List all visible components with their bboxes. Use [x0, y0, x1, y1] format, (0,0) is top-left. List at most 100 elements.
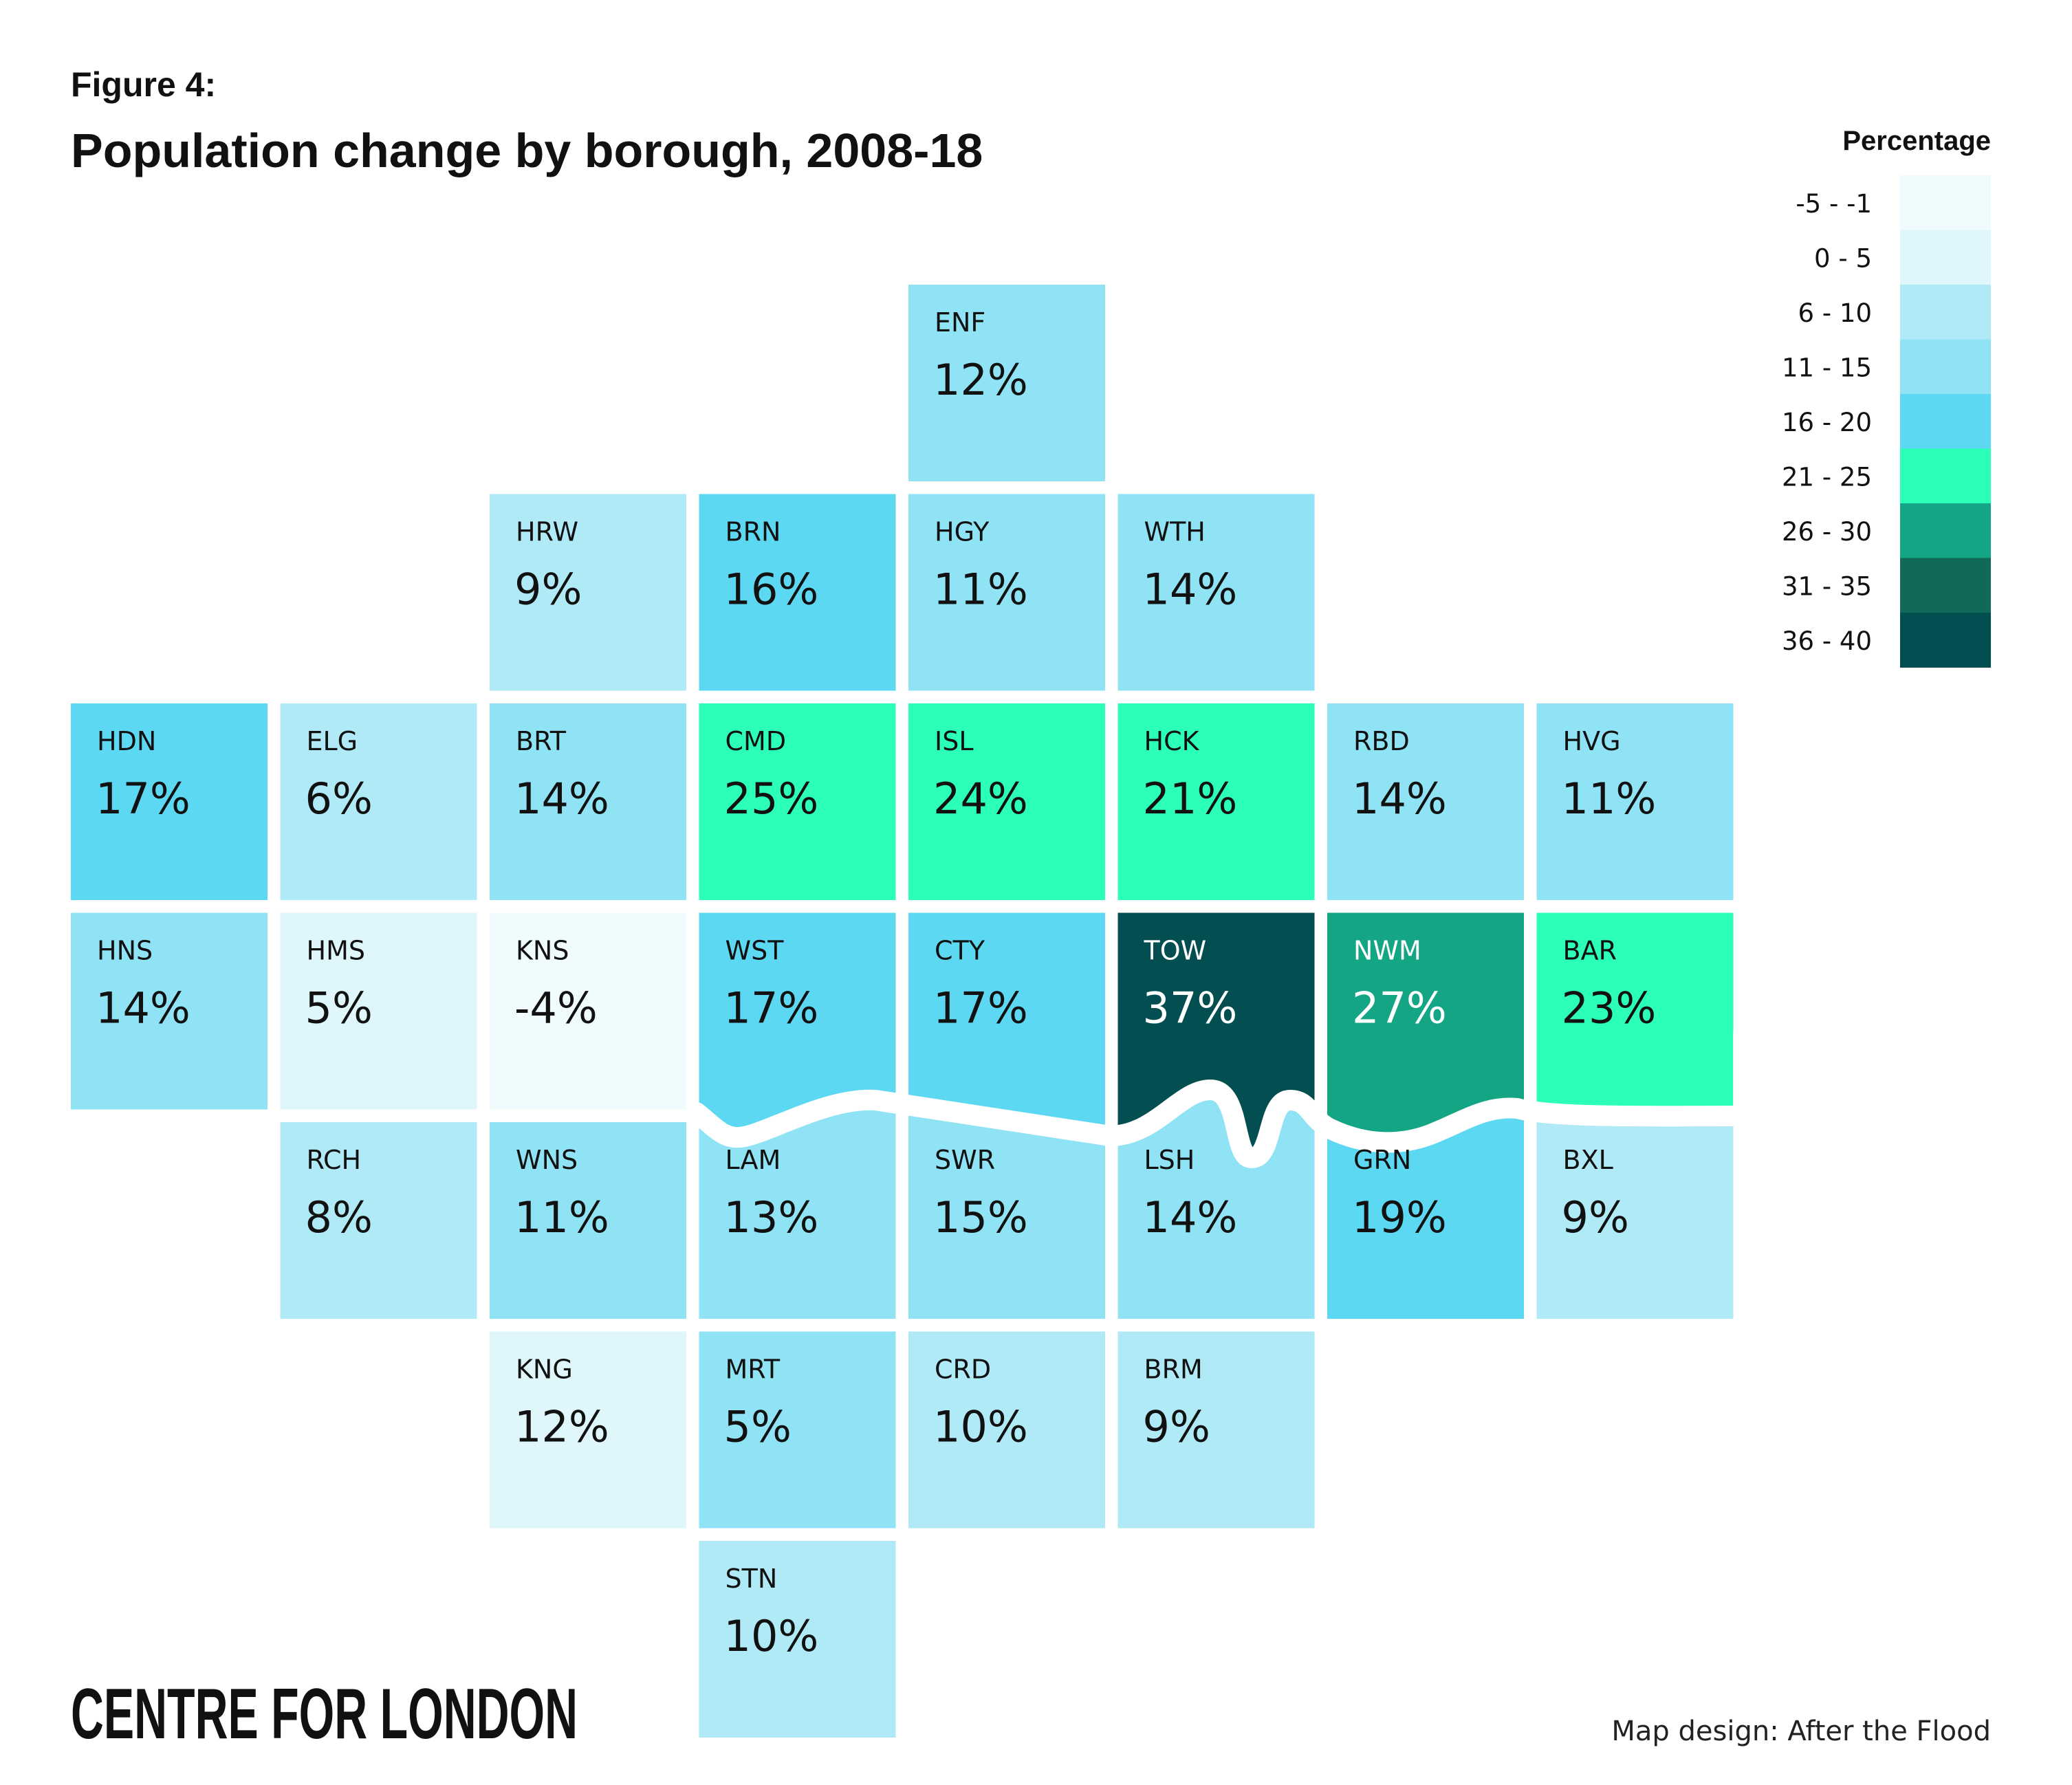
borough-tile-hdn[interactable] [71, 703, 268, 900]
legend-label: 0 - 5 [1814, 244, 1872, 274]
borough-tile-hms[interactable] [280, 912, 477, 1110]
borough-tile-hck[interactable] [1117, 703, 1315, 900]
legend-swatch [1900, 285, 1991, 340]
borough-tile-crd[interactable] [908, 1331, 1105, 1529]
river-north-bank-fill [699, 912, 896, 1138]
borough-value: 11% [933, 565, 1028, 615]
borough-value: -4% [514, 983, 598, 1033]
borough-code: STN [726, 1564, 778, 1594]
borough-tile-kns[interactable] [490, 912, 686, 1110]
legend-swatch [1900, 339, 1991, 395]
legend-label: 21 - 25 [1782, 463, 1872, 492]
borough-value: 27% [1352, 983, 1447, 1033]
river-north-bank-fill [908, 912, 1105, 1135]
tile-gap [1105, 1059, 1118, 1141]
legend-swatch [1900, 613, 1991, 668]
river-line [686, 1079, 1743, 1169]
legend-label: 31 - 35 [1782, 572, 1872, 602]
borough-code: HCK [1144, 726, 1200, 756]
tile-gap [1314, 1059, 1327, 1141]
borough-tile-wns[interactable] [490, 1122, 686, 1319]
borough-value: 19% [1352, 1192, 1447, 1242]
borough-code: BXL [1563, 1145, 1613, 1175]
legend-title: Percentage [1842, 126, 1991, 156]
borough-value: 37% [1143, 983, 1238, 1033]
borough-code: WST [726, 936, 785, 966]
borough-code: KNG [516, 1355, 573, 1385]
borough-value: 14% [1352, 774, 1447, 824]
borough-code: RCH [307, 1145, 362, 1175]
legend-swatch [1900, 175, 1991, 230]
borough-code: CRD [935, 1355, 991, 1385]
borough-code: WTH [1144, 517, 1206, 547]
borough-labels: ENF 12% HRW 9% BRN 16% HGY 11% WTH 14% HDN 17% ELG 6%… [96, 307, 1656, 1661]
borough-tile-mrt[interactable] [699, 1331, 896, 1529]
borough-code: MRT [726, 1355, 781, 1385]
borough-value: 11% [1562, 774, 1657, 824]
borough-tile-rch[interactable] [280, 1122, 477, 1319]
borough-tile-kng[interactable] [490, 1331, 686, 1529]
borough-value: 8% [305, 1192, 373, 1242]
borough-tile-enf[interactable] [908, 285, 1105, 481]
borough-value: 12% [933, 355, 1028, 405]
legend-swatch [1900, 558, 1991, 613]
borough-code: ENF [935, 307, 985, 338]
river-north-bank-fill [1327, 912, 1524, 1143]
borough-tile-rbd[interactable] [1327, 703, 1524, 900]
borough-tile-cmd[interactable] [699, 703, 896, 900]
borough-code: CTY [935, 936, 985, 966]
borough-tile-isl[interactable] [908, 703, 1105, 900]
borough-code: HDN [97, 726, 156, 756]
borough-value: 17% [933, 983, 1028, 1033]
borough-tile-brt[interactable] [490, 703, 686, 900]
borough-tile-hrw[interactable] [490, 494, 686, 691]
borough-code: SWR [935, 1145, 995, 1175]
tile-gap [1524, 1059, 1537, 1141]
legend-label: 26 - 30 [1782, 517, 1872, 547]
borough-value: 10% [724, 1611, 819, 1661]
borough-code: BAR [1563, 936, 1617, 966]
borough-code: RBD [1353, 726, 1410, 756]
borough-value: 11% [514, 1192, 609, 1242]
borough-tile-brn[interactable] [699, 494, 896, 691]
legend-swatch [1900, 230, 1991, 285]
borough-code: BRT [516, 726, 567, 756]
borough-code: LAM [726, 1145, 781, 1175]
borough-tile-wth[interactable] [1117, 494, 1315, 691]
borough-value: 9% [514, 565, 582, 615]
borough-code: HGY [935, 517, 990, 547]
river-north-bank-fill [1117, 912, 1315, 1158]
legend-swatch [1900, 448, 1991, 504]
borough-value: 5% [724, 1402, 792, 1452]
borough-value: 10% [933, 1402, 1028, 1452]
legend-label: 6 - 10 [1798, 298, 1873, 328]
legend-label: -5 - -1 [1796, 189, 1872, 219]
borough-code: WNS [516, 1145, 578, 1175]
borough-tile-elg[interactable] [280, 703, 477, 900]
borough-code: NWM [1353, 936, 1421, 966]
borough-tile-brm[interactable] [1117, 1331, 1315, 1529]
borough-tile-hns[interactable] [71, 912, 268, 1110]
borough-code: LSH [1144, 1145, 1195, 1175]
borough-value: 14% [96, 983, 190, 1033]
borough-value: 16% [724, 565, 819, 615]
borough-value: 24% [933, 774, 1028, 824]
river-thames [686, 912, 1746, 1169]
borough-value: 23% [1562, 983, 1657, 1033]
borough-value: 9% [1143, 1402, 1210, 1452]
tile-gap [895, 1059, 908, 1141]
borough-tile-hgy[interactable] [908, 494, 1105, 691]
legend: -5 - -1 0 - 5 6 - 10 11 - 15 16 - 20 21 - 25 2… [1782, 175, 1991, 668]
borough-code: BRM [1144, 1355, 1203, 1385]
borough-code: ISL [935, 726, 974, 756]
borough-tile-hvg[interactable] [1536, 703, 1734, 900]
borough-code: CMD [726, 726, 787, 756]
river-north-bank-fill [1536, 912, 1733, 1117]
borough-value: 14% [1143, 1192, 1238, 1242]
borough-code: GRN [1353, 1145, 1411, 1175]
borough-tile-stn[interactable] [699, 1541, 896, 1738]
borough-value: 6% [305, 774, 373, 824]
borough-value: 14% [514, 774, 609, 824]
tile-gap [1733, 1059, 1746, 1141]
